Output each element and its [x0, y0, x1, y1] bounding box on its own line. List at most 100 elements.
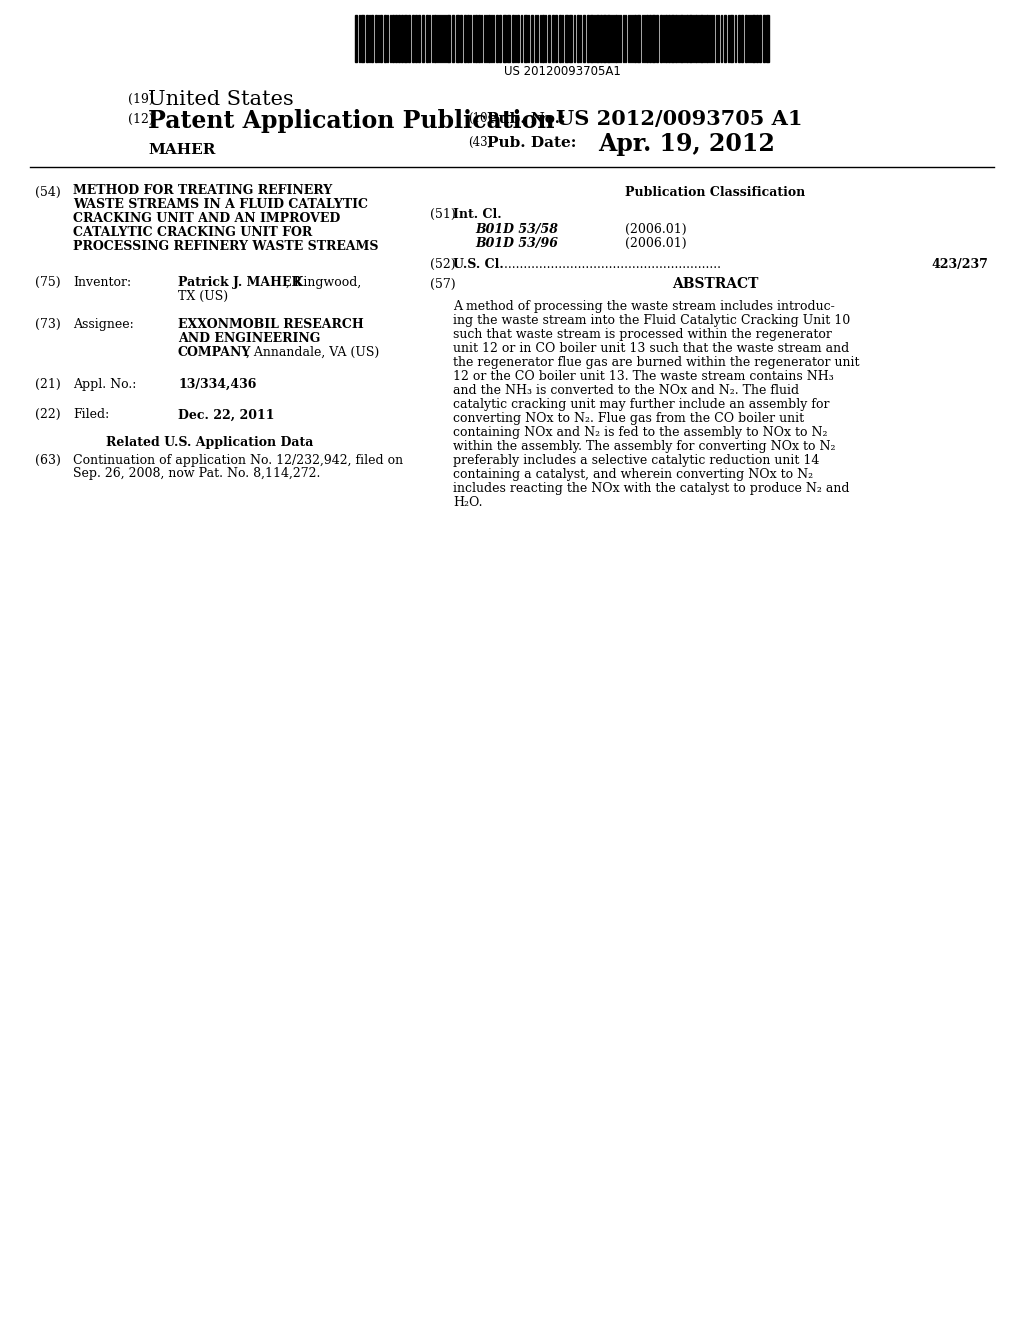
- Bar: [741, 15, 743, 62]
- Text: the regenerator flue gas are burned within the regenerator unit: the regenerator flue gas are burned with…: [453, 356, 859, 370]
- Text: (2006.01): (2006.01): [625, 238, 687, 249]
- Text: (2006.01): (2006.01): [625, 223, 687, 236]
- Text: (52): (52): [430, 257, 456, 271]
- Text: METHOD FOR TREATING REFINERY: METHOD FOR TREATING REFINERY: [73, 183, 332, 197]
- Bar: [756, 15, 758, 62]
- Bar: [552, 15, 554, 62]
- Text: containing a catalyst, and wherein converting NOx to N₂: containing a catalyst, and wherein conve…: [453, 469, 813, 480]
- Bar: [531, 15, 534, 62]
- Text: CRACKING UNIT AND AN IMPROVED: CRACKING UNIT AND AN IMPROVED: [73, 213, 340, 224]
- Text: Related U.S. Application Data: Related U.S. Application Data: [106, 436, 313, 449]
- Text: Inventor:: Inventor:: [73, 276, 131, 289]
- Bar: [392, 15, 394, 62]
- Text: Continuation of application No. 12/232,942, filed on: Continuation of application No. 12/232,9…: [73, 454, 403, 467]
- Text: unit 12 or in CO boiler unit 13 such that the waste stream and: unit 12 or in CO boiler unit 13 such tha…: [453, 342, 849, 355]
- Text: containing NOx and N₂ is fed to the assembly to NOx to N₂: containing NOx and N₂ is fed to the asse…: [453, 426, 827, 440]
- Text: Filed:: Filed:: [73, 408, 110, 421]
- Bar: [512, 15, 514, 62]
- Text: (75): (75): [35, 276, 60, 289]
- Bar: [730, 15, 733, 62]
- Bar: [404, 15, 407, 62]
- Text: US 2012/0093705 A1: US 2012/0093705 A1: [556, 110, 803, 129]
- Bar: [763, 15, 765, 62]
- Bar: [675, 15, 677, 62]
- Text: ing the waste stream into the Fluid Catalytic Cracking Unit 10: ing the waste stream into the Fluid Cata…: [453, 314, 850, 327]
- Bar: [569, 15, 572, 62]
- Bar: [415, 15, 417, 62]
- Text: Sep. 26, 2008, now Pat. No. 8,114,272.: Sep. 26, 2008, now Pat. No. 8,114,272.: [73, 467, 321, 480]
- Bar: [590, 15, 593, 62]
- Text: Patrick J. MAHER: Patrick J. MAHER: [178, 276, 302, 289]
- Text: United States: United States: [148, 90, 294, 110]
- Bar: [671, 15, 674, 62]
- Bar: [452, 15, 454, 62]
- Bar: [668, 15, 670, 62]
- Bar: [524, 15, 527, 62]
- Text: such that waste stream is processed within the regenerator: such that waste stream is processed with…: [453, 327, 831, 341]
- Bar: [596, 15, 599, 62]
- Text: B01D 53/96: B01D 53/96: [475, 238, 558, 249]
- Bar: [380, 15, 382, 62]
- Bar: [600, 15, 602, 62]
- Text: Pub. No.:: Pub. No.:: [487, 112, 565, 125]
- Bar: [384, 15, 386, 62]
- Text: (73): (73): [35, 318, 60, 331]
- Text: TX (US): TX (US): [178, 290, 228, 304]
- Text: (63): (63): [35, 454, 60, 467]
- Text: catalytic cracking unit may further include an assembly for: catalytic cracking unit may further incl…: [453, 399, 829, 411]
- Text: Pub. Date:: Pub. Date:: [487, 136, 577, 150]
- Text: Publication Classification: Publication Classification: [625, 186, 805, 199]
- Bar: [418, 15, 420, 62]
- Text: (10): (10): [468, 112, 493, 125]
- Text: 12 or the CO boiler unit 13. The waste stream contains NH₃: 12 or the CO boiler unit 13. The waste s…: [453, 370, 834, 383]
- Text: 13/334,436: 13/334,436: [178, 378, 256, 391]
- Bar: [587, 15, 589, 62]
- Text: MAHER: MAHER: [148, 143, 215, 157]
- Text: ........................................................: ........................................…: [500, 257, 725, 271]
- Text: (51): (51): [430, 209, 456, 220]
- Bar: [583, 15, 585, 62]
- Bar: [766, 15, 769, 62]
- Bar: [371, 15, 373, 62]
- Bar: [745, 15, 746, 62]
- Bar: [517, 15, 519, 62]
- Bar: [700, 15, 703, 62]
- Bar: [752, 15, 755, 62]
- Text: CATALYTIC CRACKING UNIT FOR: CATALYTIC CRACKING UNIT FOR: [73, 226, 312, 239]
- Bar: [488, 15, 490, 62]
- Bar: [366, 15, 368, 62]
- Bar: [475, 15, 477, 62]
- Text: Int. Cl.: Int. Cl.: [453, 209, 502, 220]
- Text: Dec. 22, 2011: Dec. 22, 2011: [178, 409, 274, 422]
- Bar: [361, 15, 364, 62]
- Text: (21): (21): [35, 378, 60, 391]
- Text: (19): (19): [128, 92, 154, 106]
- Bar: [464, 15, 466, 62]
- Bar: [706, 15, 708, 62]
- Bar: [434, 15, 436, 62]
- Text: EXXONMOBIL RESEARCH: EXXONMOBIL RESEARCH: [178, 318, 364, 331]
- Text: A method of processing the waste stream includes introduc-: A method of processing the waste stream …: [453, 300, 835, 313]
- Bar: [646, 15, 648, 62]
- Bar: [615, 15, 617, 62]
- Bar: [695, 15, 697, 62]
- Bar: [689, 15, 692, 62]
- Bar: [422, 15, 424, 62]
- Bar: [738, 15, 740, 62]
- Text: within the assembly. The assembly for converting NOx to N₂: within the assembly. The assembly for co…: [453, 440, 836, 453]
- Bar: [503, 15, 506, 62]
- Bar: [603, 15, 606, 62]
- Text: (57): (57): [430, 279, 456, 290]
- Bar: [507, 15, 510, 62]
- Bar: [499, 15, 501, 62]
- Text: (54): (54): [35, 186, 60, 199]
- Text: (12): (12): [128, 114, 154, 125]
- Bar: [656, 15, 658, 62]
- Bar: [680, 15, 683, 62]
- Bar: [496, 15, 498, 62]
- Bar: [724, 15, 726, 62]
- Bar: [408, 15, 410, 62]
- Bar: [447, 15, 450, 62]
- Bar: [460, 15, 462, 62]
- Bar: [456, 15, 459, 62]
